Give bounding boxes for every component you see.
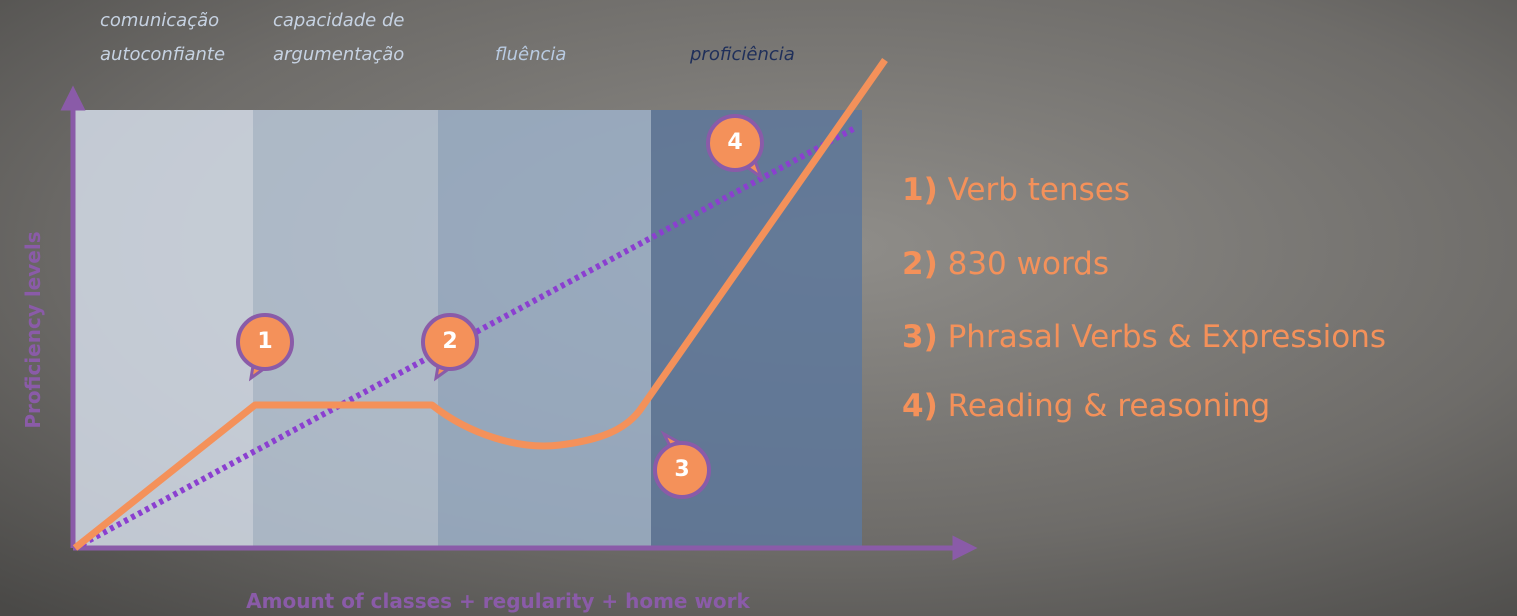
list-item: 4) Reading & reasoning	[902, 388, 1270, 424]
list: 1) Verb tenses 2) 830 words 3) Phrasal V…	[902, 172, 1386, 424]
callout-number: 4	[727, 130, 742, 155]
callout-number: 3	[674, 457, 689, 482]
callout: 2	[421, 313, 479, 382]
list-item: 1) Verb tenses	[902, 172, 1130, 208]
callout: 1	[236, 313, 294, 382]
band	[75, 110, 253, 548]
y-axis-label: Proficiency levels	[21, 231, 45, 428]
column-label: proficiência	[689, 44, 795, 65]
list-item: 2) 830 words	[902, 246, 1109, 282]
callout-number: 2	[442, 329, 457, 354]
callout: 4	[706, 114, 765, 182]
column-label: fluência	[495, 44, 566, 65]
list-item: 3) Phrasal Verbs & Expressions	[902, 319, 1386, 355]
callout: 3	[653, 430, 711, 499]
column-label: capacidade de argumentação	[273, 10, 404, 65]
callout-number: 1	[257, 329, 272, 354]
column-label: comunicação autoconfiante	[100, 10, 225, 65]
progress-curve	[72, 57, 888, 551]
x-axis-label: Amount of classes + regularity + home wo…	[246, 589, 750, 613]
callouts: 1 2 3 4	[236, 114, 765, 499]
